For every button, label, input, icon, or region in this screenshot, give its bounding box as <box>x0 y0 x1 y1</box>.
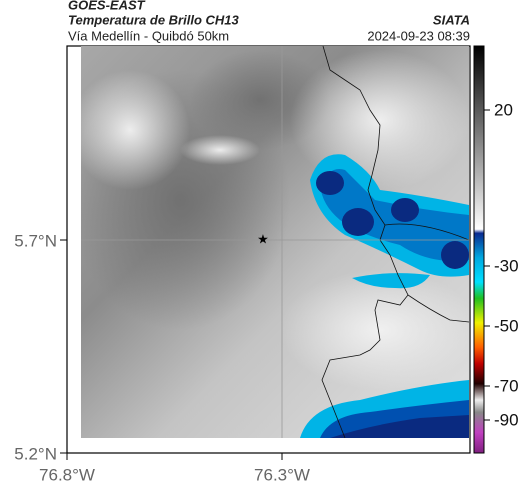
timestamp: 2024-09-23 08:39 <box>367 28 470 43</box>
lat-label: 5.7°N <box>14 231 57 250</box>
subtitle: Vía Medellín - Quibdó 50km <box>68 28 229 43</box>
colorbar-tick-label: -70 <box>494 376 519 395</box>
colorbar-tick-label: -90 <box>494 410 519 429</box>
title: Temperatura de Brillo CH13 <box>68 12 240 27</box>
colorbar-tick-label: 20 <box>494 100 513 119</box>
colorbar-ticks: 20 -30 -50 -70 -90 <box>484 100 519 429</box>
colorbar-tick-label: -30 <box>494 256 519 275</box>
source: GOES-EAST <box>68 0 146 12</box>
satellite-image <box>81 46 469 438</box>
lat-label: 5.2°N <box>14 444 57 463</box>
lon-label: 76.8°W <box>39 465 95 484</box>
organization: SIATA <box>433 12 470 27</box>
lon-label: 76.3°W <box>254 465 310 484</box>
location-star: ★ <box>257 231 269 246</box>
colorbar <box>473 45 485 454</box>
colorbar-tick-label: -50 <box>494 316 519 335</box>
